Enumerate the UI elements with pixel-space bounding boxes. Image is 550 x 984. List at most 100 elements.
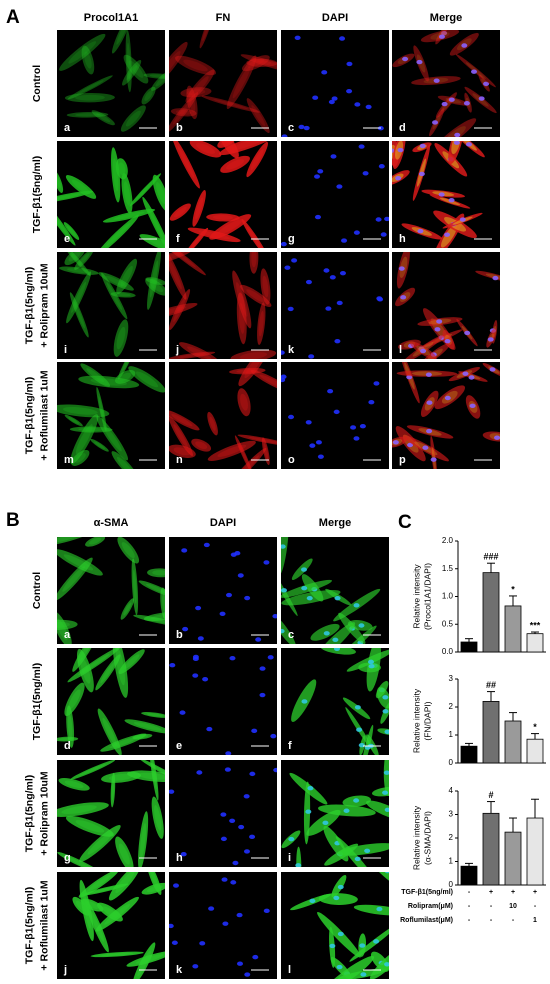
cell [186,85,198,120]
nucleus [192,673,199,678]
nucleus [448,97,455,102]
nucleus [373,381,380,386]
nucleus [384,872,389,874]
nucleus [353,230,360,235]
nucleus [221,877,228,882]
cell [154,804,162,831]
cell [111,147,121,203]
column-header: DAPI [322,12,348,24]
cell [149,763,165,780]
nucleus [334,338,341,344]
y-tick-label: 4 [449,786,454,795]
cell [240,54,277,73]
cell [236,282,248,317]
cell [87,832,113,855]
y-tick-label: 1 [449,730,454,739]
nucleus [196,770,203,775]
nucleus [462,371,469,376]
cell [120,105,146,132]
cell [147,568,165,578]
nucleus [179,710,186,715]
image-background [281,30,389,137]
nucleus [169,663,176,668]
nucleus [483,81,490,87]
nucleus [333,648,340,651]
micrograph [392,141,500,248]
cell [128,60,144,78]
error-bar [487,562,495,573]
cell [191,438,212,452]
y-tick-label: 3 [449,810,454,819]
treatment-label: Roflumilast(μM) [400,917,453,924]
nucleus [468,375,475,380]
nucleus [346,88,353,94]
cell [57,537,96,546]
nucleus [333,895,340,901]
nucleus [222,921,229,926]
nucleus [382,695,389,700]
cell [64,414,83,427]
nucleus [356,727,363,732]
cell [69,292,89,338]
image-content [169,362,277,469]
nucleus [229,818,236,823]
micrograph [392,252,500,359]
cell [115,836,134,867]
cell [57,207,69,237]
cell [169,302,198,321]
row-label: + Roflumilast 1uM [38,370,50,460]
row-label: TGF-β1(5ng/ml) [23,775,35,853]
nucleus [309,898,316,904]
image-content [281,760,389,867]
nucleus [434,327,441,332]
cell [147,252,161,310]
cell [195,441,208,450]
image-background [169,872,277,979]
cell [241,55,270,72]
column-header: Merge [430,12,462,24]
image-label: a [64,122,71,134]
nucleus [359,424,366,429]
nucleus [336,964,343,970]
cell [196,143,216,154]
image-label: g [64,852,71,864]
cell [155,182,165,205]
nucleus [202,677,209,682]
treatment-value: - [534,903,537,910]
cell [79,824,121,863]
error-bar [509,817,517,833]
nucleus [243,849,250,854]
image-label: d [399,122,406,134]
cell [89,910,105,942]
cell [176,109,192,115]
cell [122,59,142,86]
nucleus [328,99,335,105]
micrograph [57,30,165,137]
nucleus [287,306,294,312]
cell [123,181,131,206]
nucleus [426,400,433,405]
image-background [57,30,165,137]
cell [102,717,117,747]
cell [189,141,222,158]
cell [58,777,90,791]
cell [79,879,94,942]
micrograph [169,362,277,469]
nucleus [295,863,302,867]
nucleus [199,941,206,946]
nucleus [225,592,232,598]
treatment-label: Rolipram(μM) [408,903,453,910]
cell [66,112,109,118]
image-label: k [288,344,295,356]
nucleus [383,770,389,775]
nucleus [416,59,423,65]
cell [226,55,257,109]
cell [170,108,197,117]
y-tick-label: 0 [449,758,454,767]
image-label: d [64,740,71,752]
nucleus [469,403,476,409]
cell [257,302,266,345]
cell [58,737,74,741]
cell [248,436,277,444]
